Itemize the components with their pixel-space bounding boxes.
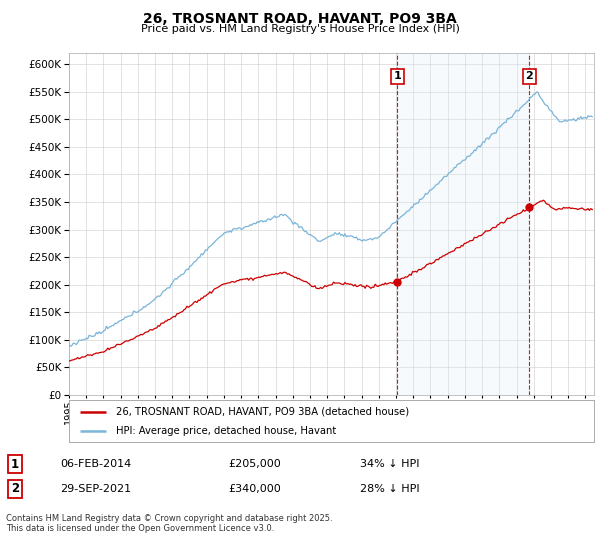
- Text: 26, TROSNANT ROAD, HAVANT, PO9 3BA (detached house): 26, TROSNANT ROAD, HAVANT, PO9 3BA (deta…: [116, 407, 409, 417]
- Text: 26, TROSNANT ROAD, HAVANT, PO9 3BA: 26, TROSNANT ROAD, HAVANT, PO9 3BA: [143, 12, 457, 26]
- Text: £205,000: £205,000: [228, 459, 281, 469]
- Text: Contains HM Land Registry data © Crown copyright and database right 2025.
This d: Contains HM Land Registry data © Crown c…: [6, 514, 332, 533]
- Text: 34% ↓ HPI: 34% ↓ HPI: [360, 459, 419, 469]
- Text: Price paid vs. HM Land Registry's House Price Index (HPI): Price paid vs. HM Land Registry's House …: [140, 24, 460, 34]
- Text: 1: 1: [394, 71, 401, 81]
- Text: HPI: Average price, detached house, Havant: HPI: Average price, detached house, Hava…: [116, 426, 337, 436]
- Text: 28% ↓ HPI: 28% ↓ HPI: [360, 484, 419, 493]
- Bar: [397, 53, 529, 395]
- Text: £340,000: £340,000: [228, 484, 281, 493]
- Text: 06-FEB-2014: 06-FEB-2014: [60, 459, 131, 469]
- Text: 1: 1: [11, 458, 19, 471]
- Text: 2: 2: [526, 71, 533, 81]
- Text: 29-SEP-2021: 29-SEP-2021: [60, 484, 131, 493]
- Text: 2: 2: [11, 482, 19, 495]
